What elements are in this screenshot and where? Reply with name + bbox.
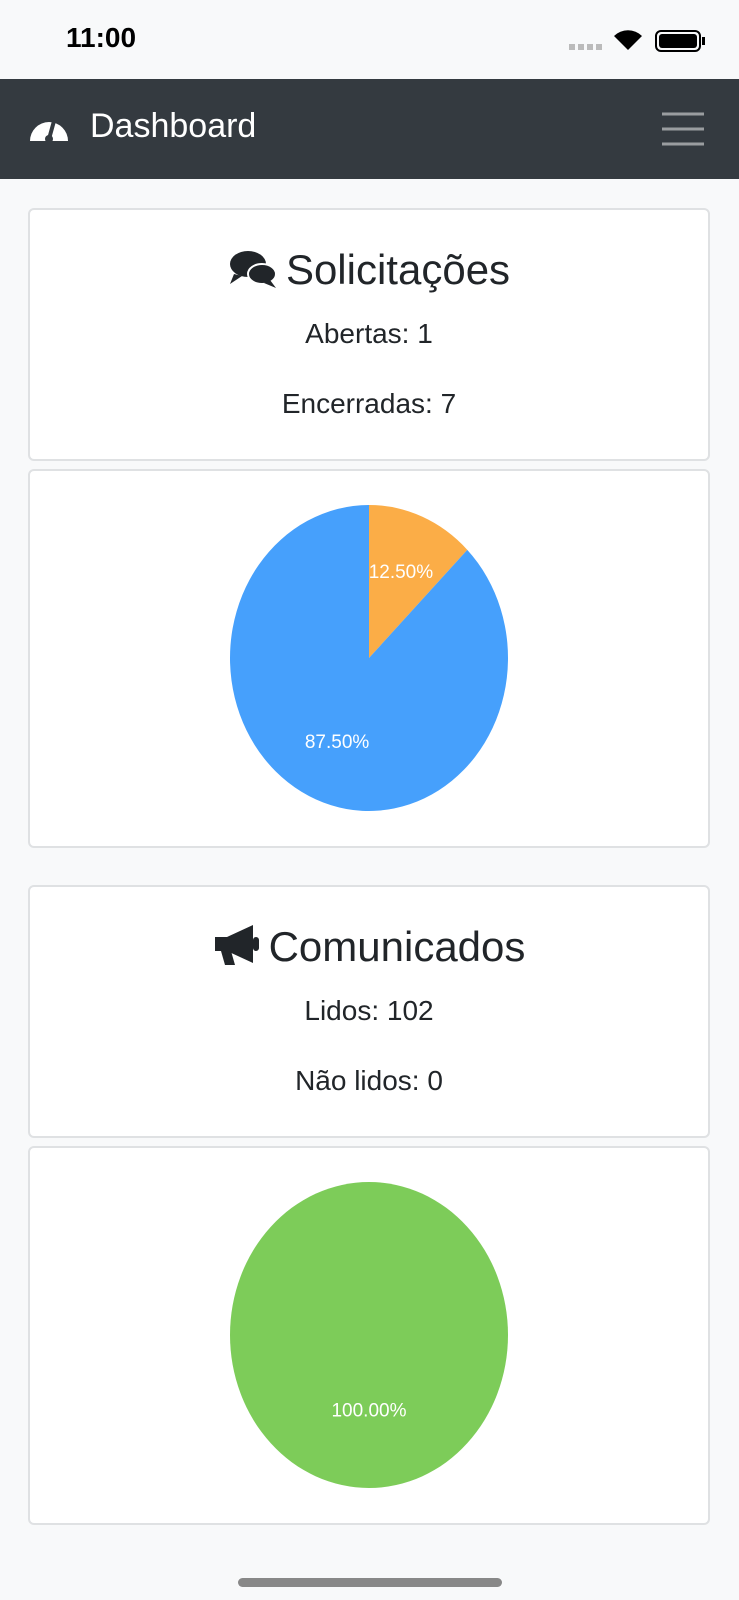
pie-chart: 100.00% <box>230 1182 508 1488</box>
pie-slice <box>230 1182 508 1488</box>
navbar: Dashboard <box>0 79 739 179</box>
navbar-title[interactable]: Dashboard <box>90 107 257 145</box>
announcements-card: Comunicados Lidos: 102 Não lidos: 0 <box>28 885 710 1138</box>
slice-label: 87.50% <box>305 732 370 753</box>
pie-chart: 12.50% 87.50% <box>229 505 508 811</box>
pie-slice <box>229 505 508 811</box>
chat-icon <box>229 251 277 288</box>
chart-card: 100.00% <box>28 1146 710 1525</box>
pie-slice <box>369 505 468 658</box>
dashboard-icon <box>30 120 68 143</box>
status-icons <box>569 30 705 52</box>
status-bar: 11:00 <box>0 0 739 79</box>
requests-card: Solicitações Abertas: 1 Encerradas: 7 <box>28 208 710 461</box>
card-line: Abertas: 1 <box>305 318 433 349</box>
chart-card: 12.50% 87.50% <box>28 469 710 848</box>
card-line: Encerradas: 7 <box>281 388 457 419</box>
card-heading: Solicitações <box>30 246 708 298</box>
card-line: Não lidos: 0 <box>295 1065 443 1096</box>
home-indicator <box>238 1578 502 1587</box>
slice-label: 100.00% <box>331 1401 406 1422</box>
card-title: Comunicados <box>268 923 526 970</box>
menu-toggle[interactable] <box>660 109 706 149</box>
clock: 11:00 <box>66 22 137 53</box>
megaphone-icon <box>214 925 259 965</box>
slice-label: 12.50% <box>369 562 434 583</box>
card-heading: Comunicados <box>30 923 708 975</box>
card-title: Solicitações <box>285 246 511 293</box>
card-line: Lidos: 102 <box>304 995 434 1026</box>
